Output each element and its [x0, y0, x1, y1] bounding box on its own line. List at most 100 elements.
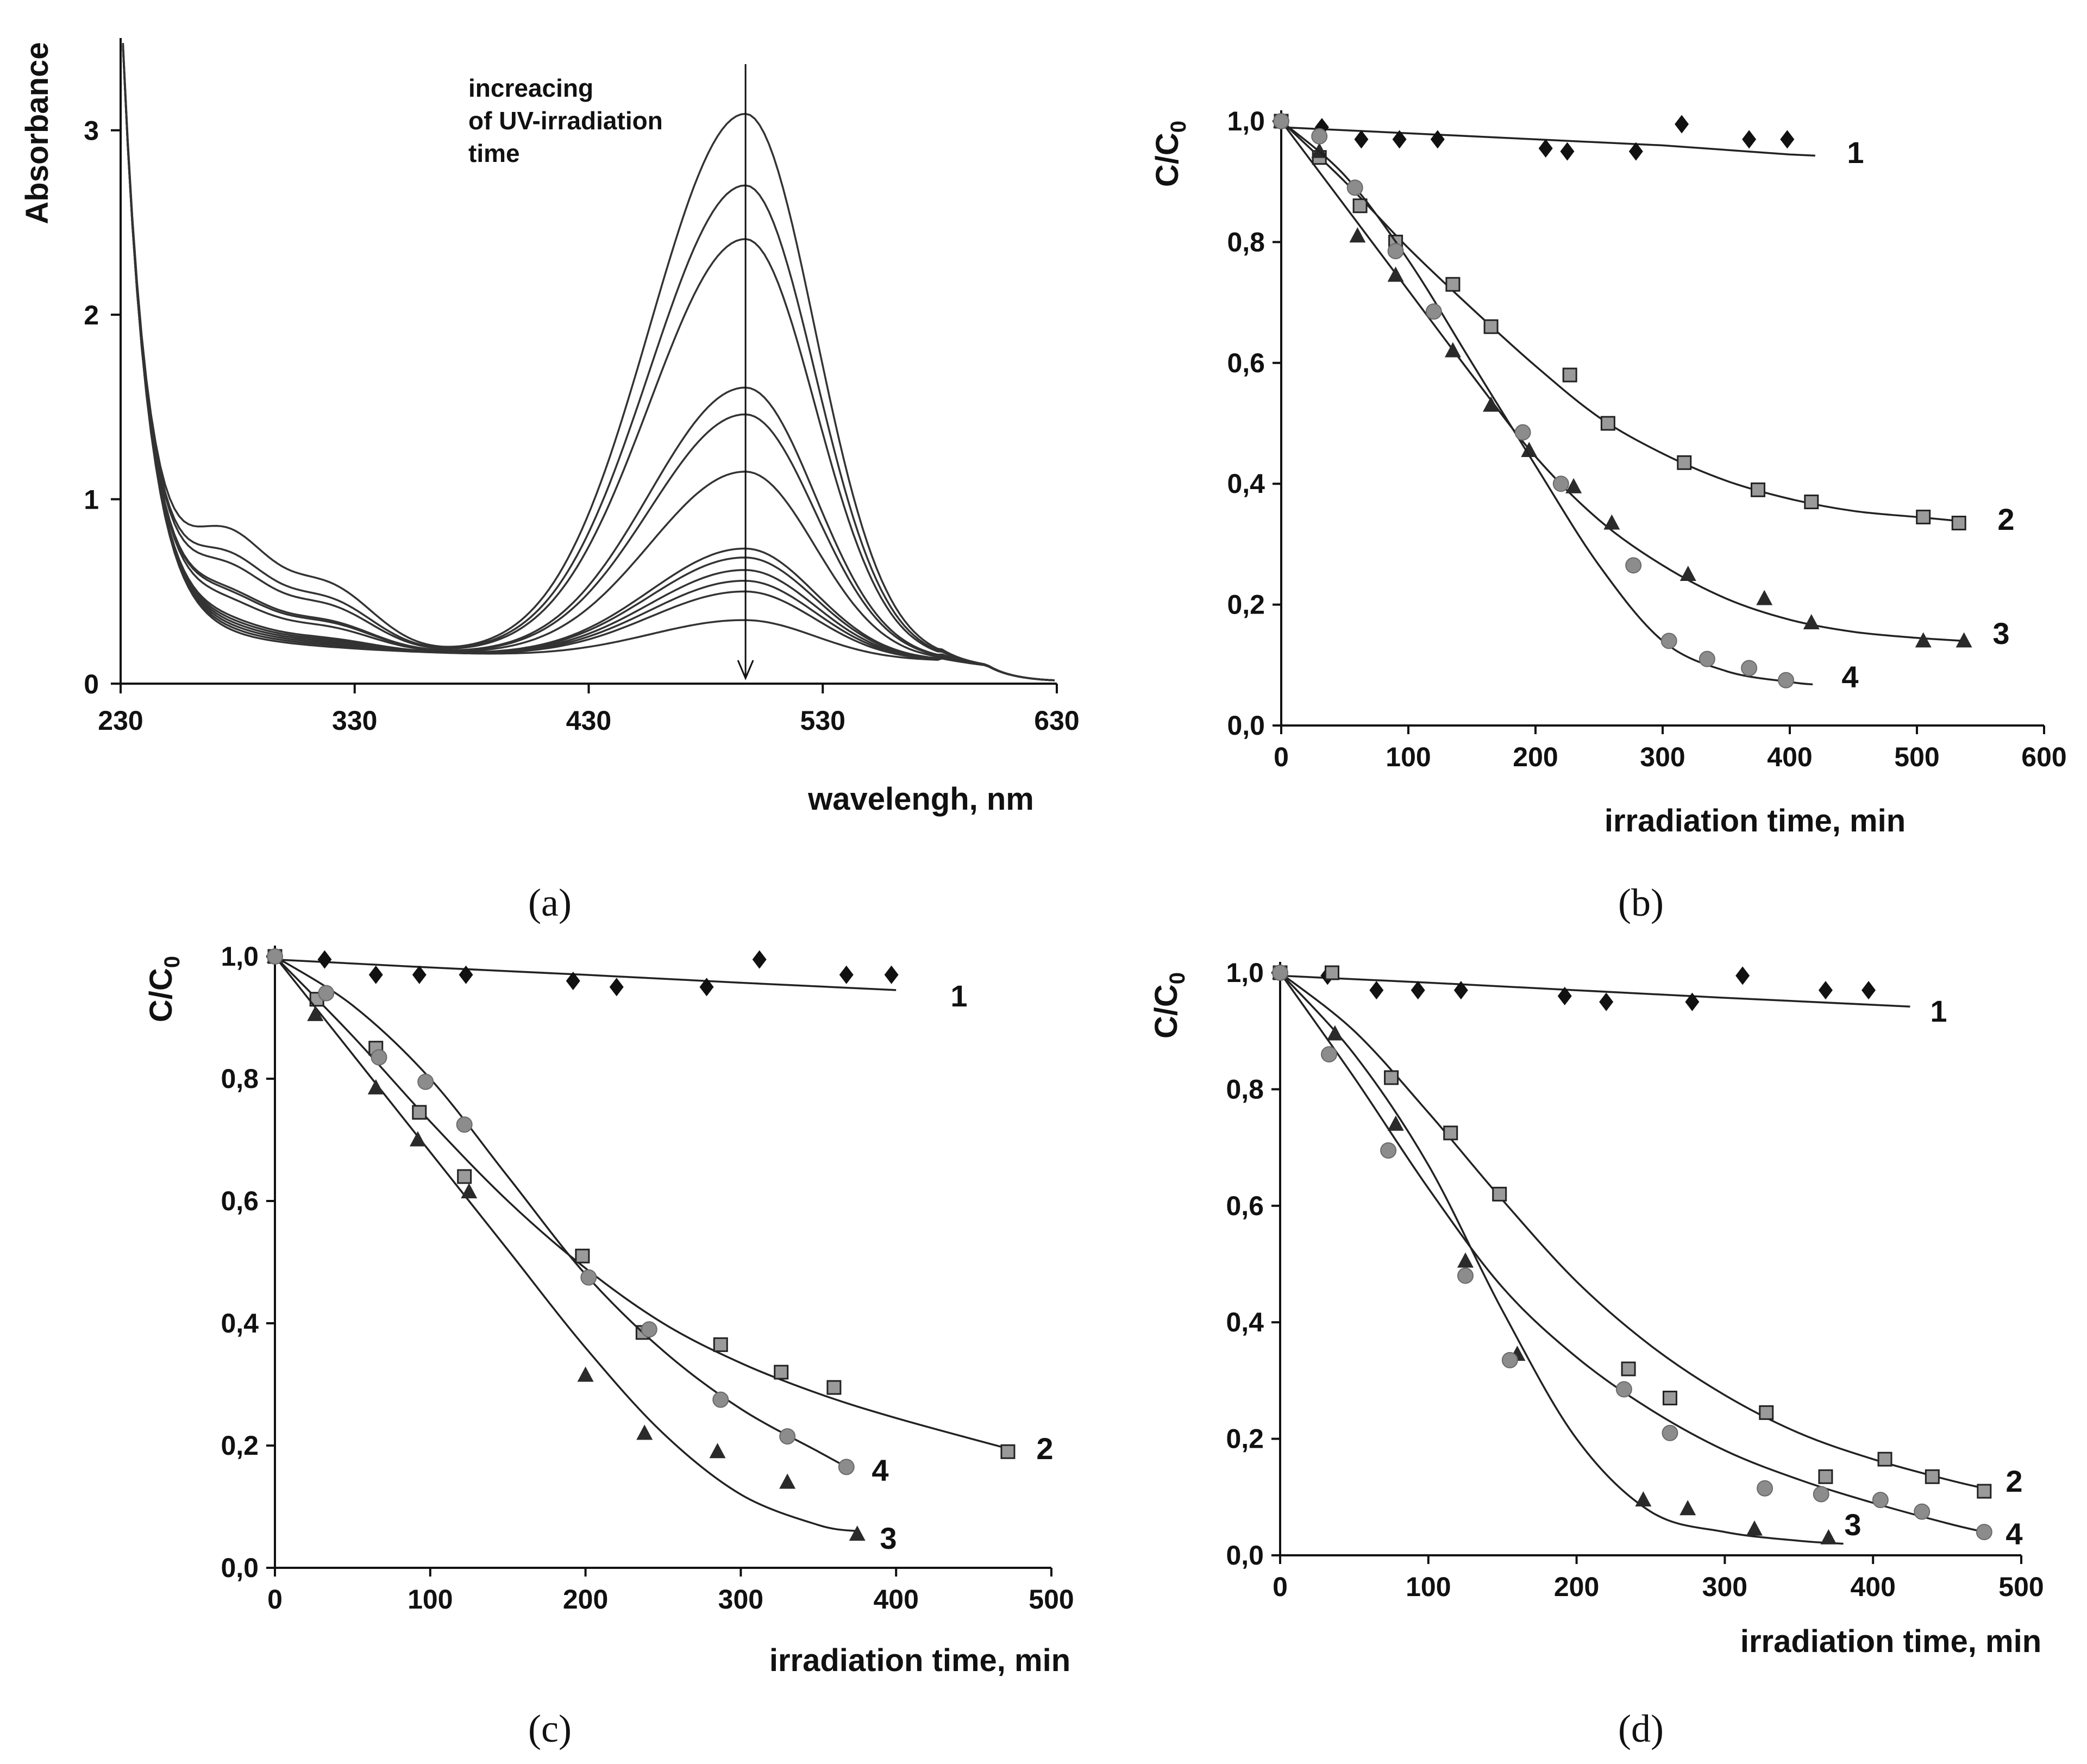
y-tick-label: 0,6: [1227, 348, 1265, 378]
data-point-series-3: [849, 1525, 866, 1541]
y-tick-label: 1,0: [1226, 958, 1264, 988]
x-tick-label: 400: [1850, 1572, 1895, 1602]
fit-curve-2: [1279, 972, 1985, 1490]
y-tick-label: 0,0: [1227, 710, 1265, 741]
data-point-series-3: [1603, 514, 1620, 530]
data-point-series-4: [580, 1269, 597, 1286]
data-point-series-4: [1501, 1352, 1518, 1368]
data-point-series-1: [1675, 115, 1689, 134]
data-point-series-1: [1862, 981, 1876, 1000]
data-point-series-3: [1820, 1529, 1837, 1544]
data-point-series-4: [1699, 650, 1715, 667]
data-point-series-1: [368, 965, 383, 984]
data-point-series-4: [1615, 1381, 1632, 1398]
fit-curve-3: [1280, 120, 1964, 642]
panel-label-c: (c): [528, 1707, 572, 1750]
y-axis-label: Absorbance: [20, 42, 55, 224]
data-point-series-2: [1600, 416, 1615, 431]
y-tick-label: 0,2: [1226, 1424, 1264, 1454]
fit-curve-4: [1280, 120, 1813, 686]
x-axis-label: wavelengh, nm: [807, 781, 1034, 817]
data-point-series-1: [752, 950, 767, 969]
y-tick-label: 0,4: [1226, 1307, 1264, 1337]
spectrum-line-8: [122, 46, 1055, 681]
y-axis-label-subscript: 0: [1167, 121, 1190, 133]
data-point-series-3: [1326, 1025, 1343, 1041]
y-tick-label: 1: [84, 485, 99, 515]
data-point-series-3: [1349, 227, 1366, 243]
data-point-series-1: [1538, 139, 1553, 158]
spectrum-line-1: [122, 43, 1055, 681]
fit-curve-3: [274, 955, 858, 1532]
x-tick-label: 200: [1554, 1572, 1599, 1602]
y-tick-label: 1,0: [1227, 106, 1265, 136]
data-point-series-4: [1662, 1424, 1678, 1441]
data-point-series-2: [1951, 515, 1966, 530]
data-point-series-1: [1599, 992, 1614, 1011]
data-point-series-2: [1877, 1452, 1892, 1467]
x-tick-label: 200: [1513, 742, 1558, 772]
spectrum-line-3: [122, 44, 1055, 681]
uv-arrow-head: [737, 660, 754, 680]
panel-label-b: (b): [1618, 881, 1664, 924]
data-point-series-2: [1445, 277, 1461, 292]
data-point-series-1: [1735, 966, 1750, 985]
data-point-series-3: [461, 1183, 478, 1199]
data-point-series-4: [318, 985, 335, 1002]
x-tick-label: 500: [1029, 1584, 1074, 1615]
x-axis-label: irradiation time, min: [769, 1643, 1070, 1678]
data-point-series-4: [1660, 633, 1677, 649]
data-point-series-4: [1272, 965, 1288, 981]
x-tick-label: 0: [1273, 1572, 1288, 1602]
data-point-series-2: [1759, 1405, 1774, 1420]
data-point-series-4: [1741, 660, 1758, 677]
data-point-series-4: [1813, 1486, 1829, 1503]
data-point-series-1: [1392, 130, 1407, 149]
data-point-series-3: [1457, 1252, 1474, 1268]
data-point-series-1: [884, 965, 899, 984]
data-point-series-4: [1321, 1046, 1338, 1063]
y-axis-label-main: C/C: [1150, 133, 1185, 187]
fit-curve-3: [1279, 972, 1844, 1545]
data-point-series-1: [839, 965, 854, 984]
data-point-series-3: [307, 1005, 324, 1021]
data-point-series-1: [1430, 130, 1445, 149]
panel-d: 0 100 200 300 400 500 0,0 0,2 0,4 0,6 0,8 1,0 irradi…: [1149, 958, 2044, 1750]
curve-label-2: 2: [1997, 502, 2014, 536]
data-point-series-1: [1780, 130, 1795, 149]
y-tick-label: 0,6: [221, 1186, 259, 1216]
y-axis-label: C/C0: [1150, 121, 1190, 187]
x-tick-label: 500: [1894, 742, 1939, 772]
curve-label-4: 4: [872, 1453, 888, 1487]
data-point-series-2: [774, 1365, 789, 1380]
data-point-series-4: [641, 1321, 657, 1338]
y-tick-label: 0,4: [221, 1308, 259, 1338]
data-point-series-3: [1915, 632, 1932, 648]
spectrum-line-6: [122, 46, 1055, 681]
x-tick-label: 330: [332, 705, 377, 736]
fit-curve-4: [274, 955, 847, 1468]
data-point-series-4: [1777, 672, 1794, 689]
curve-label-4: 4: [2005, 1517, 2022, 1551]
x-tick-label: 230: [98, 705, 143, 736]
data-point-series-4: [1380, 1142, 1397, 1159]
data-point-series-3: [367, 1079, 384, 1094]
data-point-series-4: [1457, 1267, 1474, 1284]
data-point-series-1: [1557, 986, 1572, 1005]
panel-b: 0 100 200 300 400 500 600 0,0 0,2 0,4 0,6 0,8 1,0 irr…: [1150, 106, 2067, 924]
data-point-series-1: [1369, 981, 1384, 1000]
data-point-series-4: [1872, 1492, 1889, 1509]
data-point-series-2: [1804, 495, 1819, 510]
curve-label-2: 2: [1036, 1431, 1053, 1466]
uv-annotation-line: time: [468, 139, 520, 167]
fit-curve-2: [1280, 120, 1962, 522]
y-tick-label: 0,4: [1227, 468, 1265, 499]
data-point-series-2: [457, 1169, 472, 1184]
data-point-series-1: [1354, 130, 1369, 149]
y-axis-label-subscript: 0: [160, 956, 184, 968]
spectrum-line-5: [122, 45, 1055, 681]
x-tick-label: 600: [2021, 742, 2066, 772]
curve-label-3: 3: [880, 1521, 897, 1555]
y-tick-label: 0,8: [1226, 1074, 1264, 1104]
